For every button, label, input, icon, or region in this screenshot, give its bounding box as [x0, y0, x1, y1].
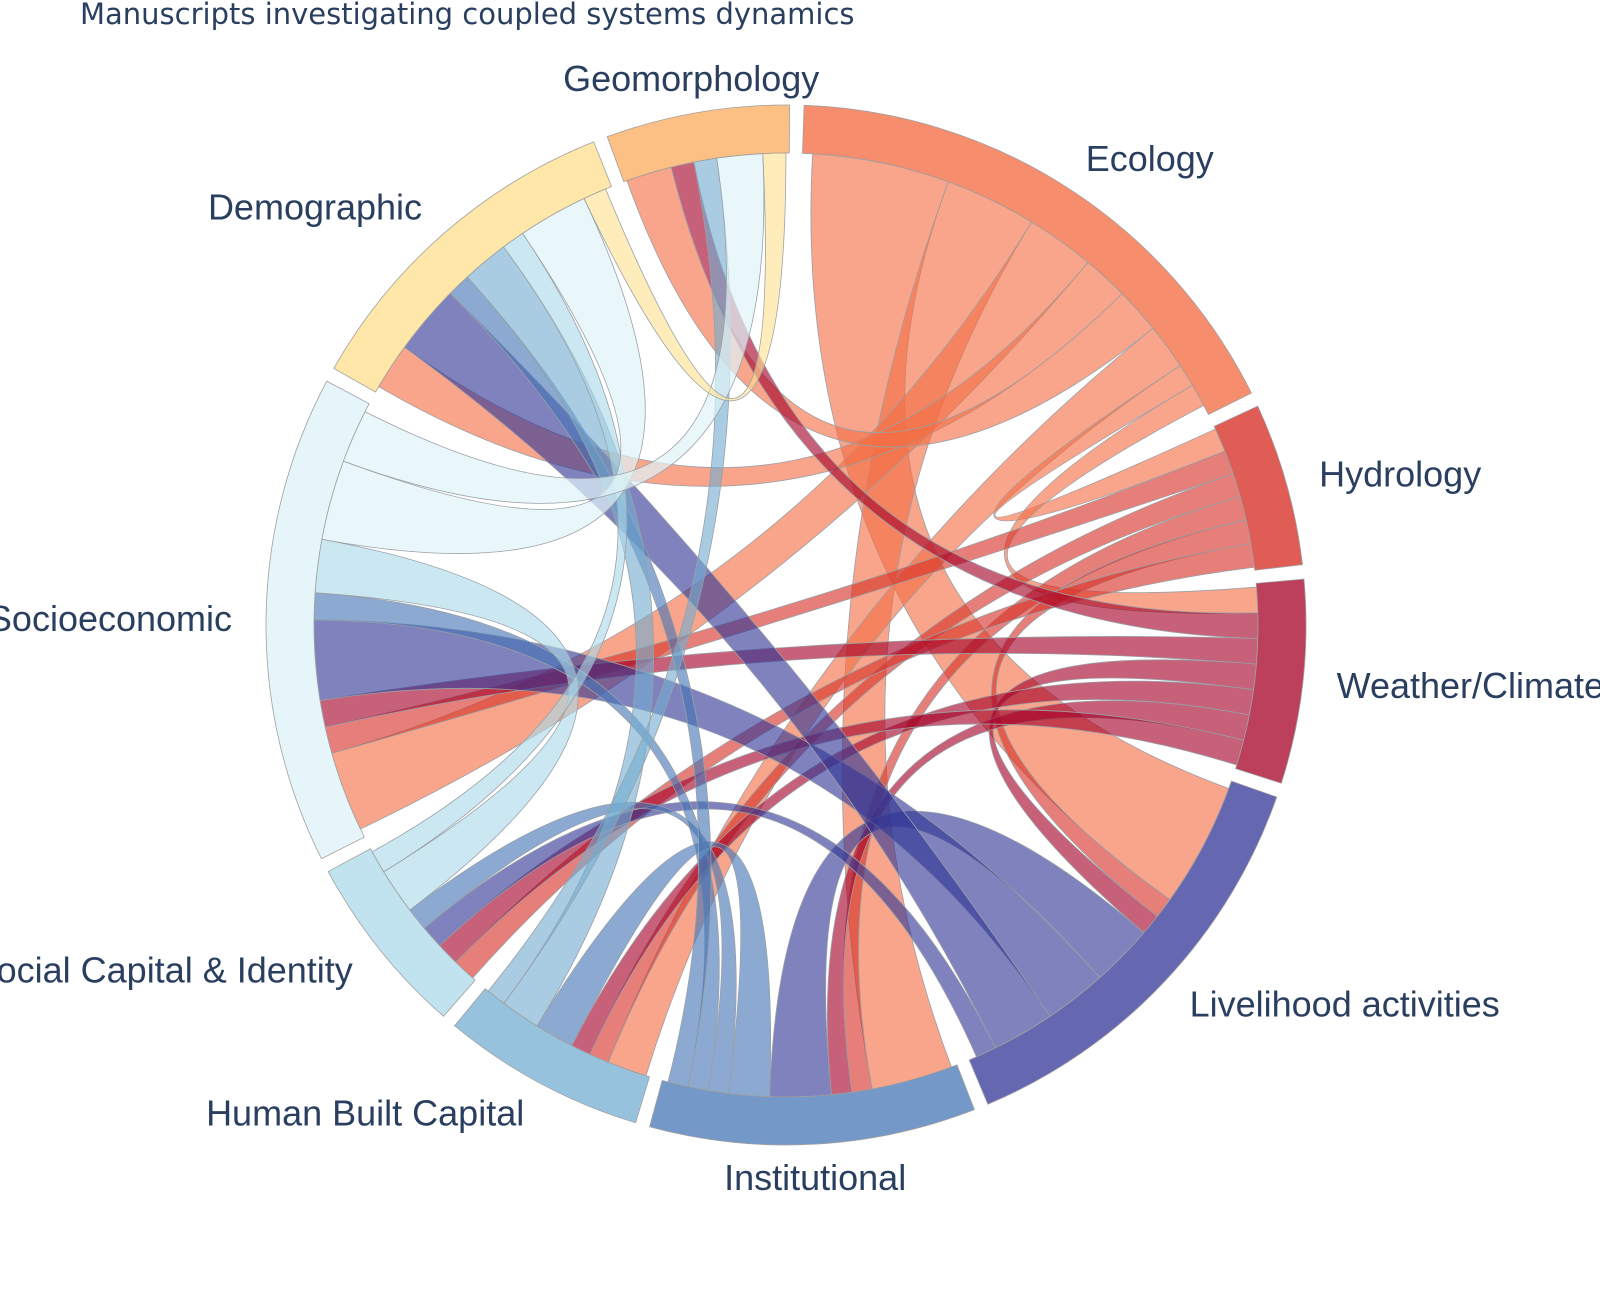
arc-layer [265, 104, 1307, 1146]
arc-demographic [333, 141, 612, 393]
chart-title: Manuscripts investigating coupled system… [80, 0, 855, 31]
arc-weather-climate [1235, 578, 1307, 784]
label-demographic: Demographic [208, 186, 422, 227]
label-human-built-capital: Human Built Capital [206, 1092, 524, 1133]
label-livelihood-activities: Livelihood activities [1190, 984, 1500, 1025]
label-hydrology: Hydrology [1319, 453, 1481, 494]
ribbon-layer [313, 152, 1259, 1098]
label-layer: Ecology Hydrology Weather/Climate Livelihoo… [0, 58, 1600, 1198]
label-socioeconomic: Socioeconomic [0, 598, 232, 639]
arc-social-capital-identity [327, 848, 476, 1017]
label-ecology: Ecology [1086, 138, 1214, 179]
label-geomorphology: Geomorphology [563, 58, 819, 99]
label-weather-climate: Weather/Climate [1337, 665, 1600, 706]
arc-geomorphology [606, 104, 791, 183]
label-social-capital-identity: Social Capital & Identity [0, 949, 353, 990]
arc-livelihood-activities [968, 780, 1278, 1105]
arc-human-built-capital [454, 988, 651, 1124]
arc-ecology [802, 104, 1252, 416]
arc-socioeconomic [265, 380, 370, 860]
arc-hydrology [1213, 405, 1303, 571]
arc-institutional [649, 1064, 975, 1146]
label-institutional: Institutional [724, 1157, 906, 1198]
